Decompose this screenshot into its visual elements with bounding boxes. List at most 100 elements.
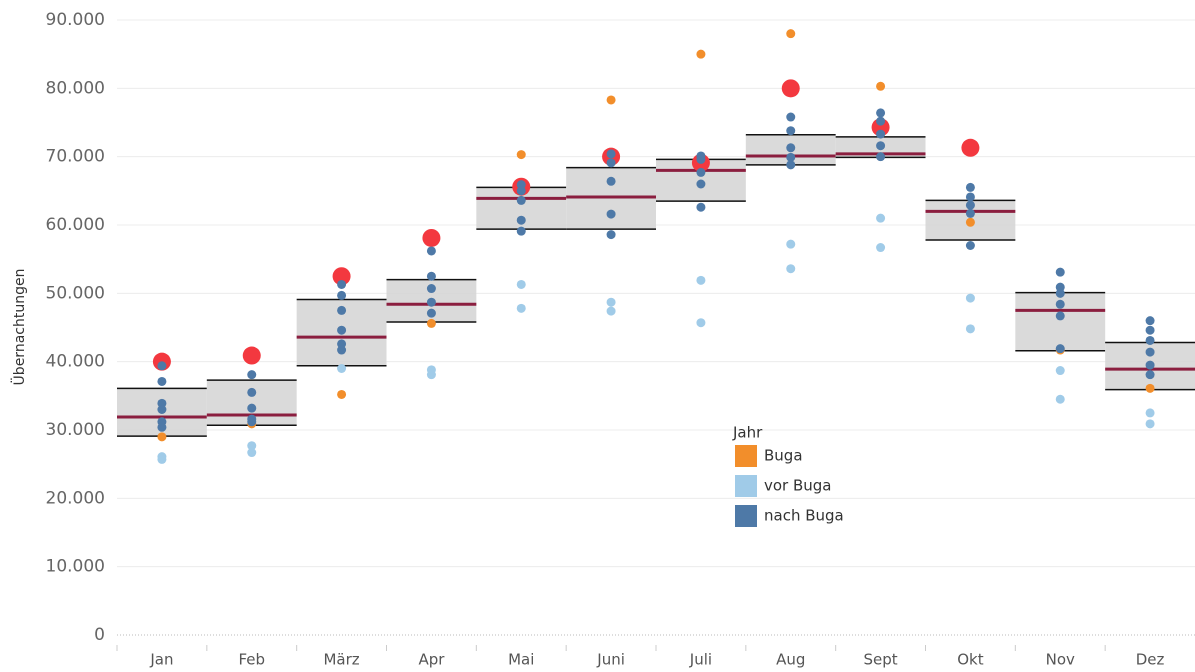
legend-label: nach Buga — [764, 507, 844, 525]
dot — [516, 303, 526, 313]
x-tick-label: Feb — [238, 651, 265, 669]
legend-swatch — [735, 475, 757, 497]
x-tick-label: Apr — [418, 651, 445, 669]
y-tick-label: 60.000 — [46, 215, 105, 235]
x-tick-label: Aug — [776, 651, 805, 669]
legend-title: Jahr — [732, 424, 763, 442]
dot — [426, 246, 436, 256]
dot — [965, 208, 975, 218]
dot — [965, 241, 975, 250]
dot — [606, 149, 616, 159]
dot — [1145, 408, 1155, 418]
highlight-dot — [422, 228, 441, 247]
dot — [426, 318, 436, 328]
dot — [965, 182, 975, 192]
dot — [247, 441, 257, 451]
y-tick-label: 90.000 — [46, 10, 105, 30]
dot — [426, 271, 436, 281]
dot — [786, 152, 796, 162]
dot — [337, 345, 347, 355]
dot — [1055, 344, 1065, 354]
dot — [965, 200, 975, 210]
x-tick-label: Sept — [864, 651, 898, 669]
dot — [337, 290, 347, 300]
dot — [876, 243, 886, 253]
dot — [876, 81, 886, 91]
x-tick-label: Dez — [1136, 651, 1165, 669]
legend-label: vor Buga — [764, 477, 832, 495]
dot — [1145, 316, 1155, 326]
dot — [696, 167, 706, 177]
dot — [786, 126, 796, 136]
x-tick-label: Okt — [957, 651, 983, 669]
dot — [786, 112, 796, 122]
highlight-dot — [332, 267, 351, 286]
dot — [606, 306, 616, 316]
dot — [606, 176, 616, 186]
dot — [786, 239, 796, 249]
dot — [1055, 288, 1065, 298]
dot — [1055, 299, 1065, 309]
dot — [1055, 282, 1065, 292]
dot — [516, 180, 526, 190]
dot — [337, 364, 347, 373]
dot — [157, 422, 167, 432]
dot — [696, 179, 706, 189]
y-tick-label: 10.000 — [46, 557, 105, 577]
x-tick-label: Mai — [508, 651, 534, 669]
dot — [247, 387, 257, 397]
dot — [247, 417, 257, 427]
dot — [876, 213, 886, 223]
dot — [426, 308, 436, 318]
legend-swatch — [735, 505, 757, 527]
dot — [876, 116, 886, 126]
dot — [337, 305, 347, 315]
x-tick-label: Juli — [689, 651, 712, 669]
x-tick-label: Jan — [149, 651, 173, 669]
x-tick-label: Nov — [1046, 651, 1075, 669]
y-tick-label: 30.000 — [46, 420, 105, 440]
dot — [337, 325, 347, 335]
dot — [696, 49, 706, 59]
dot — [696, 202, 706, 212]
dot — [876, 108, 886, 118]
dot — [516, 226, 526, 236]
highlight-dot — [961, 138, 980, 157]
dot — [247, 370, 257, 380]
dot — [1055, 366, 1065, 376]
dot — [696, 275, 706, 285]
dot — [786, 264, 796, 274]
dot — [516, 150, 526, 160]
dot — [516, 279, 526, 289]
legend-label: Buga — [764, 447, 803, 465]
dot — [1145, 370, 1155, 380]
highlight-dot — [781, 79, 800, 98]
dot — [696, 154, 706, 164]
dot — [157, 432, 167, 442]
dot — [876, 129, 886, 139]
dot — [876, 141, 886, 151]
y-tick-label: 20.000 — [46, 488, 105, 508]
dot — [696, 318, 706, 328]
dot — [606, 297, 616, 307]
dot — [965, 324, 975, 334]
highlight-dot — [871, 118, 890, 137]
dot — [1145, 325, 1155, 335]
legend-swatch — [735, 445, 757, 467]
dot — [1145, 383, 1155, 393]
dot — [426, 297, 436, 307]
dot — [247, 403, 257, 413]
highlight-dot — [242, 346, 261, 365]
y-axis-title: Übernachtungen — [10, 269, 28, 386]
dot — [1145, 335, 1155, 345]
y-tick-label: 40.000 — [46, 352, 105, 372]
dot — [1145, 360, 1155, 370]
dot — [606, 95, 616, 105]
dot — [606, 209, 616, 219]
y-tick-label: 0 — [94, 625, 105, 645]
dot — [965, 217, 975, 227]
dot — [606, 230, 616, 240]
dot — [786, 29, 796, 39]
dot — [157, 398, 167, 408]
